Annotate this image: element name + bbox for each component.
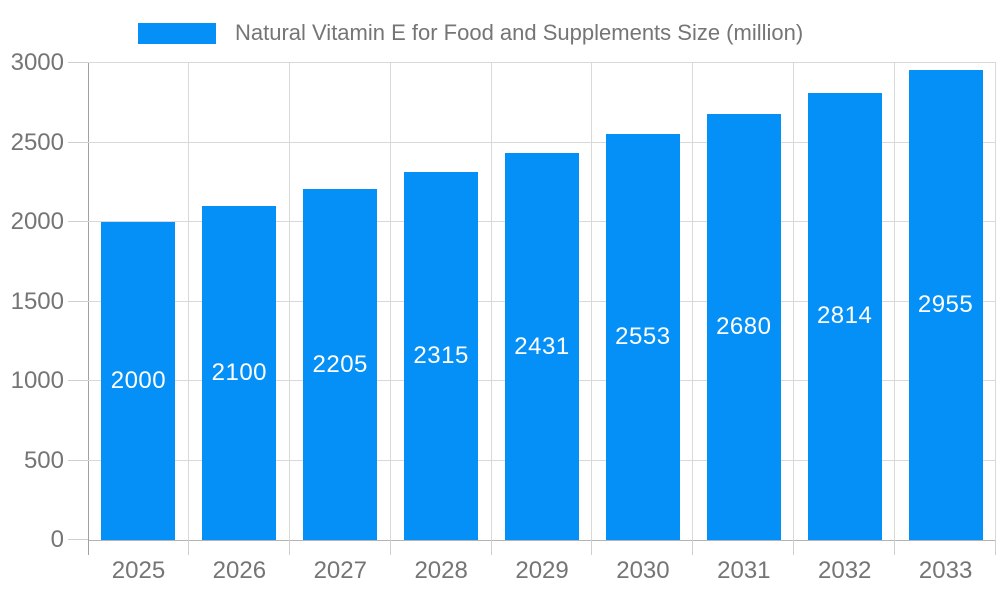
gridline-vertical [187, 63, 189, 540]
bar: 2315 [404, 171, 479, 540]
gridline-vertical [591, 63, 593, 540]
x-tick-label: 2026 [212, 557, 267, 584]
x-tick-label: 2027 [313, 557, 367, 584]
bar-value-label: 2315 [413, 341, 469, 369]
y-tick-label: 3000 [10, 49, 64, 76]
y-tick-label: 2500 [10, 128, 64, 156]
y-tick-label: 1000 [10, 367, 64, 394]
y-tick-label: 0 [50, 526, 64, 553]
gridline-horizontal [88, 62, 996, 63]
bar: 2100 [202, 206, 277, 540]
bar-value-label: 2814 [816, 302, 873, 330]
x-tick-mark [894, 540, 896, 555]
bar-value-label: 2205 [312, 350, 368, 378]
bar-value-label: 2955 [917, 291, 974, 319]
gridline-horizontal [88, 540, 996, 541]
y-tick-label: 1500 [10, 287, 64, 315]
x-tick-label: 2031 [717, 557, 771, 584]
bar: 2955 [908, 70, 983, 540]
bar: 2000 [101, 222, 176, 540]
y-tick-mark [68, 62, 88, 63]
legend: Natural Vitamin E for Food and Supplemen… [138, 20, 804, 45]
x-tick-label: 2032 [818, 557, 872, 584]
y-tick-mark [68, 539, 88, 540]
x-tick-label: 2030 [616, 557, 670, 584]
gridline-vertical [692, 63, 694, 540]
bar-value-label: 2100 [211, 359, 268, 387]
gridline-vertical [490, 63, 492, 540]
bar: 2680 [706, 113, 781, 540]
x-tick-mark [995, 540, 996, 555]
x-tick-label: 2029 [515, 557, 569, 584]
bar-value-label: 2000 [110, 367, 167, 394]
plot-area: 2000 2100 2205 2315 2431 2553 2680 2814 2955 [88, 62, 996, 541]
y-tick-mark [68, 221, 88, 222]
y-tick-mark [68, 380, 88, 381]
x-tick-mark [187, 540, 189, 555]
bar: 2814 [807, 92, 882, 540]
y-tick-mark [68, 300, 88, 302]
bar: 2205 [303, 189, 378, 540]
x-tick-mark [490, 540, 492, 555]
x-tick-mark [692, 540, 694, 555]
gridline-vertical [288, 63, 290, 540]
x-tick-mark [88, 540, 89, 555]
bar-value-label: 2431 [514, 332, 570, 360]
x-tick-mark [793, 540, 795, 555]
bar-value-label: 2553 [615, 323, 671, 351]
gridline-horizontal [88, 141, 996, 143]
y-tick-mark [68, 141, 88, 143]
y-tick-mark [68, 459, 88, 461]
gridline-vertical [793, 63, 795, 540]
bar-value-label: 2680 [716, 312, 772, 340]
x-tick-mark [389, 540, 391, 555]
x-tick-mark [288, 540, 290, 555]
bar: 2553 [605, 134, 680, 540]
x-tick-label: 2033 [918, 557, 973, 584]
y-tick-label: 500 [23, 446, 64, 474]
gridline-vertical [894, 63, 896, 540]
y-axis-line [88, 63, 89, 555]
x-tick-label: 2025 [111, 557, 166, 584]
legend-swatch [138, 22, 216, 44]
legend-label: Natural Vitamin E for Food and Supplemen… [235, 20, 804, 45]
y-tick-label: 2000 [10, 208, 64, 235]
x-tick-mark [591, 540, 593, 555]
gridline-vertical [995, 63, 996, 540]
x-tick-label: 2028 [414, 557, 468, 584]
bar: 2431 [505, 153, 579, 540]
gridline-vertical [389, 63, 391, 540]
